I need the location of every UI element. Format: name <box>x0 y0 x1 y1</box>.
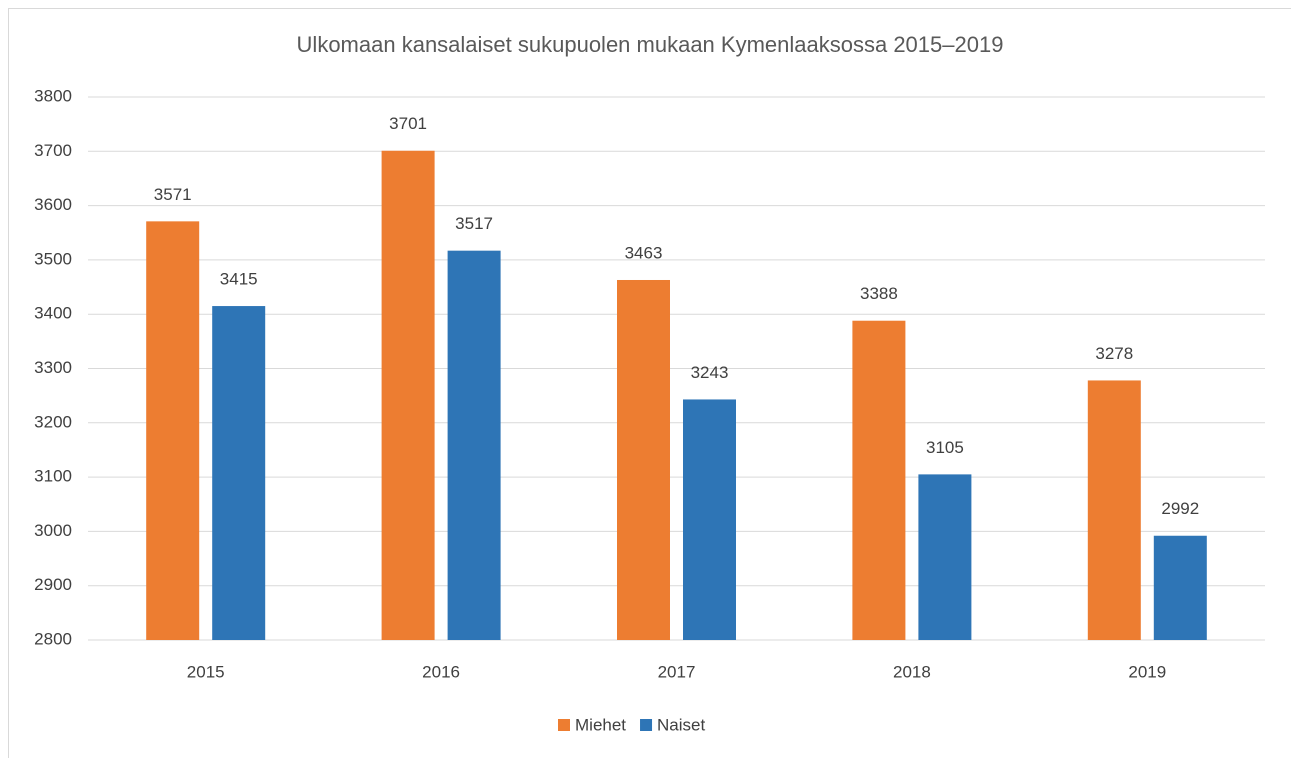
y-tick-label: 2800 <box>34 629 72 648</box>
y-tick-label: 3200 <box>34 412 72 431</box>
bar <box>146 221 200 641</box>
y-tick-label: 3300 <box>34 358 72 377</box>
data-label: 3278 <box>1095 344 1133 363</box>
chart-border <box>8 8 1291 758</box>
y-tick-label: 3400 <box>34 304 72 323</box>
bar <box>381 150 435 640</box>
chart-title: Ulkomaan kansalaiset sukupuolen mukaan K… <box>297 32 1004 57</box>
legend-label: Naiset <box>657 715 705 734</box>
data-label: 3517 <box>455 214 493 233</box>
bar <box>918 474 972 640</box>
legend-swatch <box>640 719 653 731</box>
bar <box>683 399 736 640</box>
x-tick-label: 2018 <box>893 662 931 681</box>
bar <box>447 250 501 640</box>
data-label: 2992 <box>1161 499 1199 518</box>
data-label: 3415 <box>220 270 258 289</box>
y-tick-label: 3700 <box>34 141 72 160</box>
x-tick-label: 2019 <box>1128 662 1166 681</box>
y-tick-label: 2900 <box>34 575 72 594</box>
data-label: 3463 <box>625 243 663 262</box>
bar <box>212 306 266 640</box>
y-tick-label: 3100 <box>34 467 72 486</box>
data-label: 3388 <box>860 284 898 303</box>
data-label: 3571 <box>154 185 192 204</box>
bar <box>617 279 670 640</box>
data-label: 3105 <box>926 438 964 457</box>
y-tick-label: 3600 <box>34 195 72 214</box>
y-tick-label: 3800 <box>34 86 72 105</box>
x-tick-label: 2016 <box>422 662 460 681</box>
bar <box>1153 535 1207 640</box>
bar <box>1087 380 1141 640</box>
y-tick-label: 3500 <box>34 249 72 268</box>
x-tick-label: 2017 <box>658 662 696 681</box>
data-label: 3701 <box>389 114 427 133</box>
y-tick-label: 3000 <box>34 521 72 540</box>
legend-swatch <box>558 719 570 731</box>
legend-label: Miehet <box>575 715 626 734</box>
x-tick-label: 2015 <box>187 662 225 681</box>
bar <box>852 320 906 640</box>
data-label: 3243 <box>691 363 729 382</box>
